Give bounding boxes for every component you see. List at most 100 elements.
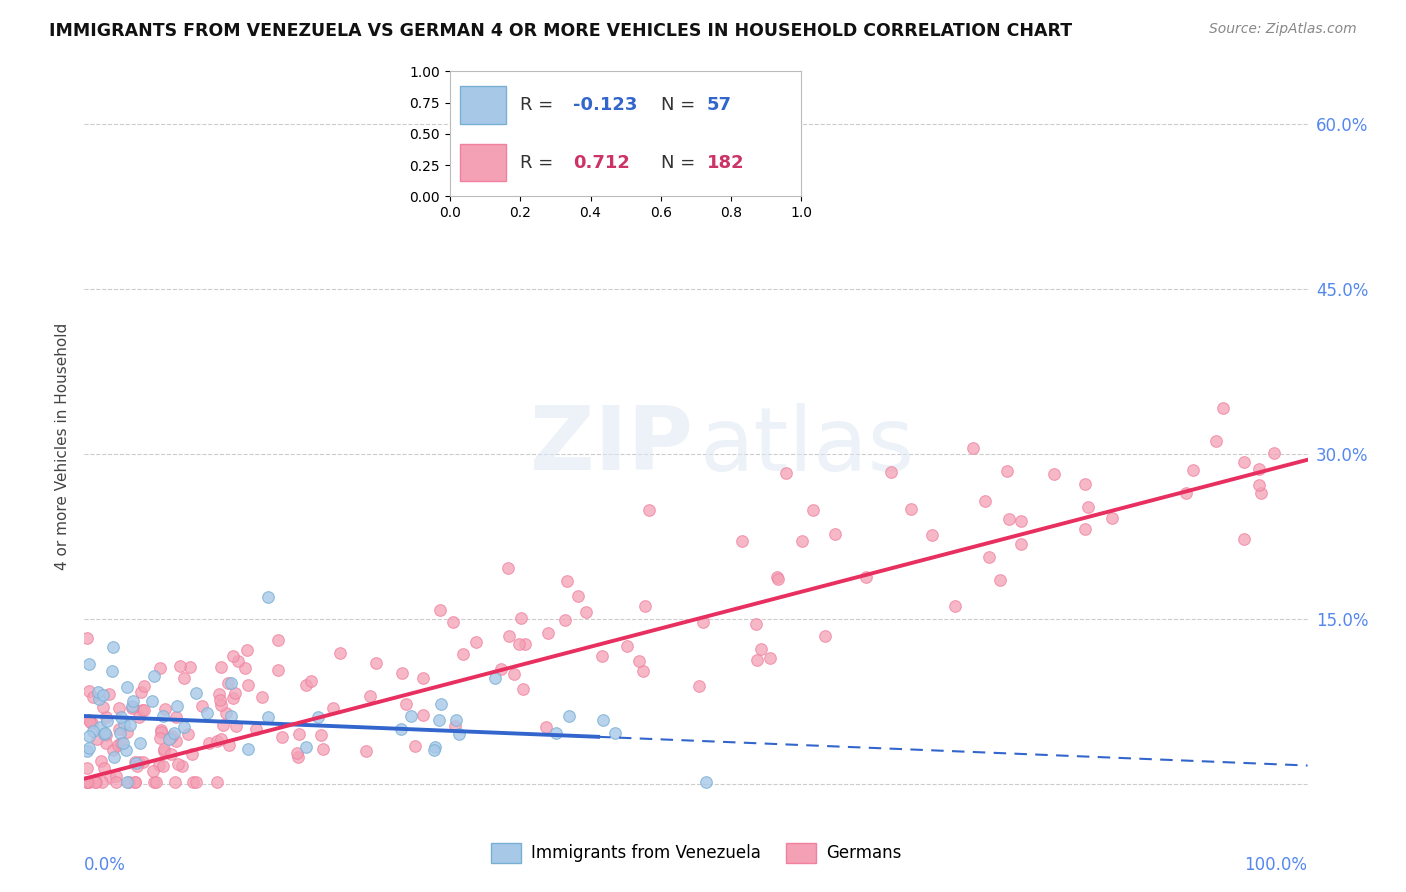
Point [1212,401,1234,415]
Point [97,688,120,702]
Point [153,742,176,756]
Point [749,642,772,657]
Point [256,710,278,724]
Point [591,648,613,663]
Point [96,714,118,728]
Point [79,714,101,729]
Point [309,729,332,743]
Point [491,663,513,677]
Point [101,640,124,654]
Point [77,683,100,698]
Point [76,775,98,789]
Point [509,611,531,625]
Point [236,643,259,657]
Text: 0.0%: 0.0% [84,855,127,873]
Point [695,775,717,789]
Point [465,635,488,649]
Point [212,718,235,732]
Point [295,740,318,755]
Point [1010,514,1032,528]
Point [977,549,1000,564]
Point [221,709,243,723]
Point [105,769,128,783]
Point [759,650,782,665]
Point [76,631,98,645]
Point [108,726,131,740]
Point [988,574,1011,588]
Point [110,735,132,749]
Point [288,727,311,741]
Point [745,653,768,667]
Point [149,725,172,739]
Point [93,727,115,741]
Point [165,734,187,748]
Point [616,639,638,653]
Point [110,709,132,723]
Point [423,740,446,755]
Point [775,466,797,480]
Point [122,694,145,708]
Text: -0.123: -0.123 [574,96,637,114]
Point [155,702,177,716]
Point [132,679,155,693]
Point [80,715,103,730]
Text: N =: N = [661,96,700,114]
Point [285,746,308,760]
Point [91,700,114,714]
Point [163,726,186,740]
Point [921,528,943,542]
Point [766,569,789,583]
Point [322,701,344,715]
Point [766,573,789,587]
Point [287,750,309,764]
Point [222,690,245,705]
Point [191,698,214,713]
Point [257,591,280,605]
Point [603,726,626,740]
Text: atlas: atlas [700,402,915,490]
Point [329,646,352,660]
Point [441,615,464,629]
Point [222,649,245,664]
Point [814,629,837,643]
Point [209,731,232,746]
Point [537,626,560,640]
Point [1010,537,1032,551]
Point [159,731,181,745]
FancyBboxPatch shape [461,144,506,181]
Point [173,719,195,733]
Text: 0.712: 0.712 [574,153,630,171]
Point [94,728,117,742]
Point [124,775,146,789]
Text: 57: 57 [707,96,731,114]
Point [149,731,172,745]
Point [84,775,107,789]
Point [142,764,165,778]
Point [1263,446,1285,460]
Point [98,770,121,784]
Point [142,669,165,683]
Point [389,722,412,736]
Point [411,671,433,685]
Point [404,739,426,753]
Point [148,757,170,772]
Point [89,721,111,735]
Point [364,657,387,671]
Text: 100.0%: 100.0% [1244,855,1308,873]
Point [121,700,143,714]
Point [207,775,229,789]
Point [101,664,124,678]
Text: R =: R = [520,96,560,114]
Point [359,689,381,703]
Point [307,710,329,724]
Point [575,605,598,619]
Point [801,502,824,516]
Point [114,743,136,757]
Point [294,678,316,692]
Point [544,726,567,740]
Point [824,526,846,541]
Point [271,730,294,744]
Point [745,616,768,631]
Point [131,703,153,717]
Point [145,775,167,789]
